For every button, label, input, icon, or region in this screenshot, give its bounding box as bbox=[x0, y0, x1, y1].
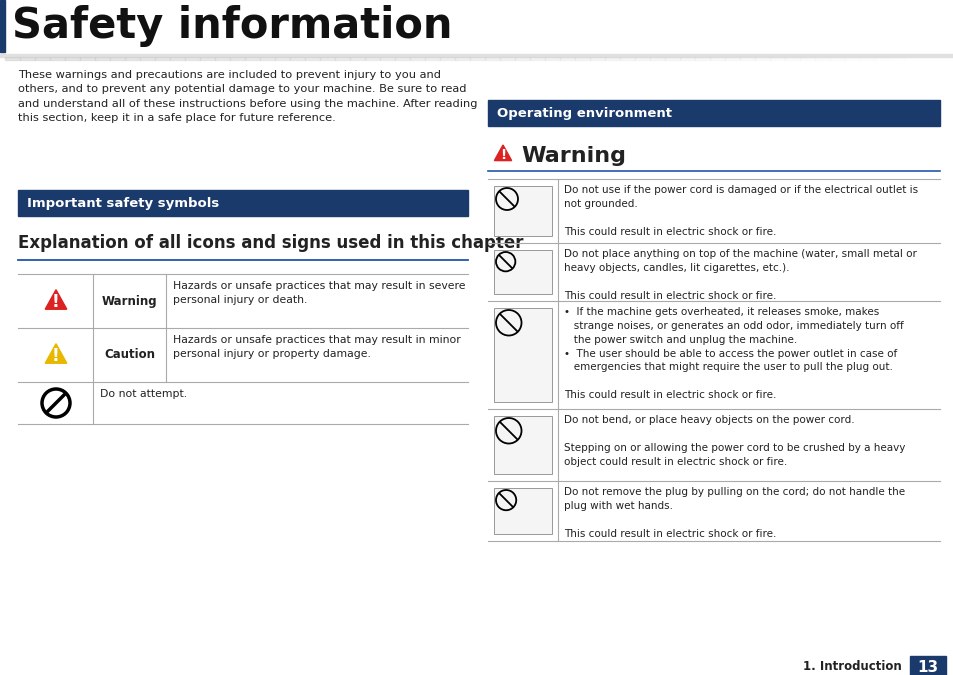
Text: !: ! bbox=[499, 148, 505, 161]
Bar bbox=[494, 250, 552, 294]
Bar bbox=[754, 57, 769, 60]
Bar bbox=[844, 57, 859, 60]
Bar bbox=[604, 57, 619, 60]
Bar bbox=[185, 57, 200, 60]
Bar bbox=[365, 57, 379, 60]
Polygon shape bbox=[494, 145, 511, 161]
Bar bbox=[200, 57, 214, 60]
Bar bbox=[35, 57, 50, 60]
Bar bbox=[814, 57, 829, 60]
Bar bbox=[769, 57, 784, 60]
Bar bbox=[80, 57, 95, 60]
Bar bbox=[740, 57, 754, 60]
Bar bbox=[350, 57, 365, 60]
Polygon shape bbox=[45, 344, 67, 363]
Bar bbox=[410, 57, 424, 60]
Text: Do not use if the power cord is damaged or if the electrical outlet is
not groun: Do not use if the power cord is damaged … bbox=[563, 185, 917, 236]
Bar bbox=[619, 57, 635, 60]
Bar bbox=[829, 57, 844, 60]
Bar bbox=[18, 190, 468, 216]
Bar bbox=[679, 57, 695, 60]
Bar bbox=[575, 57, 589, 60]
Bar bbox=[230, 57, 245, 60]
Bar bbox=[874, 57, 889, 60]
Text: Warning: Warning bbox=[102, 294, 157, 308]
Circle shape bbox=[42, 389, 70, 417]
Bar bbox=[889, 57, 904, 60]
Bar bbox=[635, 57, 649, 60]
Bar bbox=[214, 57, 230, 60]
Bar bbox=[439, 57, 455, 60]
Bar bbox=[50, 57, 65, 60]
Bar bbox=[170, 57, 185, 60]
Text: Do not place anything on top of the machine (water, small metal or
heavy objects: Do not place anything on top of the mach… bbox=[563, 249, 916, 300]
Polygon shape bbox=[45, 290, 67, 309]
Bar bbox=[695, 57, 709, 60]
Text: Operating environment: Operating environment bbox=[497, 107, 671, 119]
Bar bbox=[305, 57, 319, 60]
Text: 13: 13 bbox=[917, 659, 938, 674]
Bar bbox=[909, 656, 945, 675]
Bar bbox=[395, 57, 410, 60]
Bar bbox=[494, 186, 552, 236]
Bar bbox=[649, 57, 664, 60]
Bar bbox=[800, 57, 814, 60]
Text: •  If the machine gets overheated, it releases smoke, makes
   strange noises, o: • If the machine gets overheated, it rel… bbox=[563, 307, 902, 400]
Bar bbox=[589, 57, 604, 60]
Bar bbox=[379, 57, 395, 60]
Text: 1. Introduction: 1. Introduction bbox=[802, 661, 901, 674]
Bar bbox=[245, 57, 260, 60]
Text: Do not bend, or place heavy objects on the power cord.

Stepping on or allowing : Do not bend, or place heavy objects on t… bbox=[563, 415, 904, 466]
Bar bbox=[455, 57, 470, 60]
Bar bbox=[559, 57, 575, 60]
Text: Warning: Warning bbox=[520, 146, 625, 166]
Bar bbox=[0, 0, 5, 52]
Bar bbox=[110, 57, 125, 60]
Text: Explanation of all icons and signs used in this chapter: Explanation of all icons and signs used … bbox=[18, 234, 523, 252]
Bar bbox=[154, 57, 170, 60]
Bar bbox=[470, 57, 484, 60]
Text: Hazards or unsafe practices that may result in severe
personal injury or death.: Hazards or unsafe practices that may res… bbox=[172, 281, 465, 305]
Bar bbox=[290, 57, 305, 60]
Bar bbox=[95, 57, 110, 60]
Text: Safety information: Safety information bbox=[12, 5, 452, 47]
Bar bbox=[494, 488, 552, 534]
Bar bbox=[20, 57, 35, 60]
Bar bbox=[544, 57, 559, 60]
Bar bbox=[724, 57, 740, 60]
Bar bbox=[484, 57, 499, 60]
Bar bbox=[784, 57, 800, 60]
Text: !: ! bbox=[52, 347, 60, 364]
Text: Do not attempt.: Do not attempt. bbox=[100, 389, 187, 399]
Bar bbox=[140, 57, 154, 60]
Bar bbox=[859, 57, 874, 60]
Text: Hazards or unsafe practices that may result in minor
personal injury or property: Hazards or unsafe practices that may res… bbox=[172, 335, 460, 359]
Bar bbox=[424, 57, 439, 60]
Bar bbox=[5, 57, 20, 60]
Bar bbox=[488, 100, 939, 126]
Bar bbox=[494, 416, 552, 474]
Bar bbox=[274, 57, 290, 60]
Text: These warnings and precautions are included to prevent injury to you and
others,: These warnings and precautions are inclu… bbox=[18, 70, 477, 124]
Bar bbox=[65, 57, 80, 60]
Bar bbox=[499, 57, 515, 60]
Bar bbox=[335, 57, 350, 60]
Text: Important safety symbols: Important safety symbols bbox=[27, 196, 219, 209]
Text: Caution: Caution bbox=[104, 348, 154, 362]
Bar bbox=[494, 308, 552, 402]
Text: !: ! bbox=[52, 293, 60, 310]
Bar bbox=[319, 57, 335, 60]
Bar bbox=[530, 57, 544, 60]
Bar bbox=[515, 57, 530, 60]
Bar bbox=[709, 57, 724, 60]
Bar bbox=[0, 54, 953, 57]
Bar bbox=[125, 57, 140, 60]
Text: Do not remove the plug by pulling on the cord; do not handle the
plug with wet h: Do not remove the plug by pulling on the… bbox=[563, 487, 904, 539]
Bar bbox=[664, 57, 679, 60]
Bar bbox=[260, 57, 274, 60]
